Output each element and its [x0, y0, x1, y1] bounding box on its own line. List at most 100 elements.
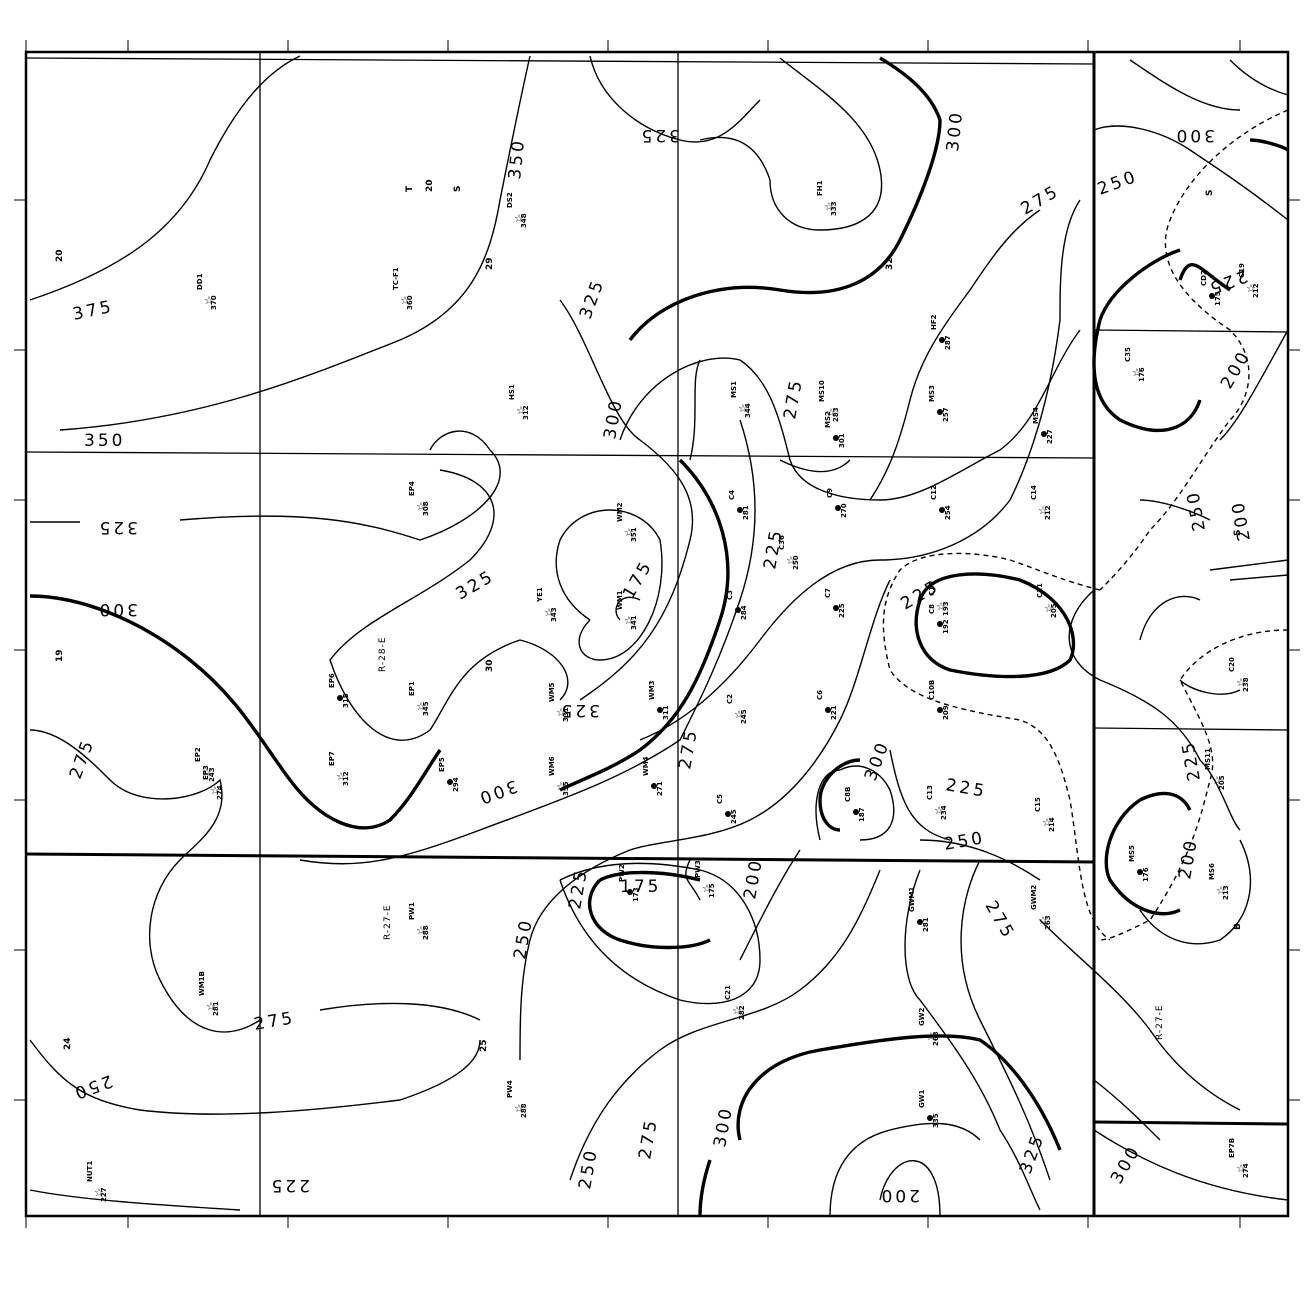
well-marker: ☆FH1 333 [816, 180, 838, 216]
well-value: 263 [932, 1031, 940, 1046]
well-marker: ☆C21 282 [724, 985, 746, 1020]
well-marker: C3 284 [726, 590, 748, 620]
contour-label: 300 [474, 775, 520, 808]
well-value: 212 [1252, 283, 1260, 298]
well-id: GWM1 [908, 887, 916, 912]
well-marker: ☆WM1 341 [616, 590, 638, 630]
section-number: 24 [63, 1037, 73, 1050]
well-marker: EP5 294 [438, 757, 460, 792]
well-value: 284 [740, 605, 748, 620]
well-star-icon: ☆ [1216, 884, 1226, 897]
township-letter: S [1233, 530, 1243, 536]
well-id: HS1 [508, 384, 516, 400]
well-value: 315 [342, 693, 350, 708]
well-marker: ☆EP1 345 [408, 681, 430, 716]
well-id: YE1 [536, 587, 544, 603]
well-value: 348 [520, 213, 528, 228]
well-dot-icon [937, 707, 943, 713]
well-value: 254 [944, 505, 952, 520]
well-value: 192 [942, 619, 950, 634]
well-id: C35 [1124, 347, 1132, 362]
well-star-icon: ☆ [544, 606, 554, 619]
well-value: 288 [422, 925, 430, 940]
well-marker: ☆DS2 348 [506, 192, 528, 228]
well-value: 287 [944, 335, 952, 350]
well-star-icon: ☆ [556, 706, 566, 719]
well-dot-icon [737, 507, 743, 513]
dashed-boundaries [882, 109, 1289, 941]
well-value: 274 [216, 785, 224, 800]
well-id: EP7 [328, 751, 336, 766]
well-marker: C5 245 [716, 794, 738, 824]
contour-label: 325 [559, 700, 600, 720]
well-value: 175 [708, 883, 716, 898]
well-dot-icon [725, 811, 731, 817]
well-value: 271 [656, 781, 664, 796]
well-star-icon: ☆ [732, 1004, 742, 1017]
well-marker: C7 225 [824, 588, 846, 618]
well-value: 245 [730, 809, 738, 824]
well-id: WM2 [616, 502, 624, 522]
contour-label: 225 [944, 775, 988, 802]
well-marker: ☆MS10 283 [818, 380, 840, 422]
well-id: GWM2 [1030, 885, 1038, 910]
section-number: 29 [485, 257, 495, 270]
well-id: EP6 [328, 673, 336, 688]
well-dot-icon [825, 707, 831, 713]
well-star-icon: ☆ [336, 770, 346, 783]
well-value: 209 [942, 705, 950, 720]
well-value: 205 [1050, 603, 1058, 618]
well-id: PW3 [694, 860, 702, 878]
well-id: C10 [928, 581, 936, 596]
well-marker: ☆C2 245 [726, 694, 748, 724]
well-value: 341 [630, 615, 638, 630]
well-marker: C8 192 [928, 604, 950, 634]
well-id: NUT1 [86, 1161, 94, 1182]
range-label: R-28-E [378, 636, 388, 672]
well-marker: ☆WM5 331 [548, 682, 570, 722]
well-value: 345 [422, 701, 430, 716]
well-marker: ☆TC-F1 360 [392, 267, 414, 310]
well-value: 173 [632, 887, 640, 902]
well-value: 250 [792, 555, 800, 570]
well-marker: ☆C36 250 [778, 535, 800, 570]
contour-label: 300 [1107, 1142, 1145, 1188]
section-number: 32 [885, 257, 895, 270]
well-value: 333 [830, 201, 838, 216]
well-star-icon: ☆ [1236, 676, 1246, 689]
well-star-icon: ☆ [416, 500, 426, 513]
well-id: EP4 [408, 481, 416, 496]
contour-label: 250 [942, 828, 986, 855]
well-id: C21 [724, 985, 732, 1000]
contour-label: 250 [69, 1070, 115, 1103]
well-star-icon: ☆ [936, 600, 946, 613]
well-id: MS3 [928, 385, 936, 402]
contour-label: 250 [1183, 488, 1210, 532]
well-value: 234 [940, 805, 948, 820]
well-star-icon: ☆ [738, 402, 748, 415]
well-id: C10B [928, 680, 936, 700]
well-id: C12 [930, 485, 938, 500]
well-value: 257 [942, 407, 950, 422]
well-id: C9 [826, 488, 834, 498]
well-marker: ☆EP2 243 [194, 747, 216, 782]
well-id: MS10 [818, 380, 826, 402]
well-marker: ☆C15 214 [1034, 797, 1056, 832]
well-star-icon: ☆ [624, 614, 634, 627]
range-label: R-27-E [383, 904, 393, 940]
well-marker: HF2 287 [930, 314, 952, 350]
well-star-icon: ☆ [1132, 366, 1142, 379]
well-dot-icon [735, 607, 741, 613]
contour-label: 300 [710, 1105, 737, 1149]
well-dot-icon [939, 337, 945, 343]
well-star-icon: ☆ [1042, 816, 1052, 829]
well-value: 205 [1218, 775, 1226, 790]
well-id: GW2 [918, 1008, 926, 1026]
well-value: 355 [562, 781, 570, 796]
well-value: 335 [932, 1113, 940, 1128]
well-id: C11 [1036, 583, 1044, 598]
contour-label: 250 [510, 917, 537, 961]
contour-label: 275 [1018, 181, 1064, 219]
well-dot-icon [1041, 431, 1047, 437]
